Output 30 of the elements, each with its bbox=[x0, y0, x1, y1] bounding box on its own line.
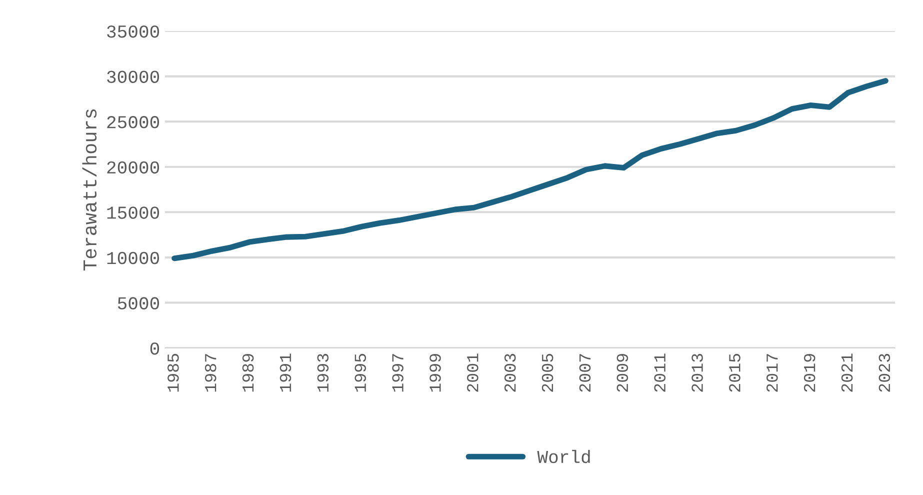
x-tick-label: 2011 bbox=[654, 354, 666, 392]
x-tick-label: 2017 bbox=[766, 354, 778, 392]
x-tick-label: 2003 bbox=[504, 354, 516, 392]
x-tick-label: 2009 bbox=[616, 354, 628, 392]
x-tick-label: 2021 bbox=[841, 354, 853, 392]
x-tick-label: 2007 bbox=[579, 354, 591, 392]
x-tick-label: 1999 bbox=[430, 354, 441, 392]
legend-label: World bbox=[537, 450, 590, 464]
y-tick-label: 25000 bbox=[107, 116, 160, 128]
y-tick-label: 20000 bbox=[107, 161, 160, 174]
x-tick-label: 2001 bbox=[467, 354, 478, 392]
x-tick-label: 2019 bbox=[804, 354, 816, 392]
y-tick-label: 15000 bbox=[107, 206, 160, 219]
x-tick-label: 1997 bbox=[392, 354, 404, 392]
x-tick-label: 2015 bbox=[729, 354, 740, 392]
x-tick-label: 1991 bbox=[280, 354, 292, 392]
x-tick-label: 2005 bbox=[542, 354, 554, 392]
x-tick-label: 1995 bbox=[354, 354, 366, 392]
y-tick-label: 5000 bbox=[118, 297, 160, 310]
x-tick-label: 2023 bbox=[878, 354, 890, 392]
y-tick-label: 10000 bbox=[107, 252, 160, 264]
x-tick-label: 2013 bbox=[692, 354, 703, 392]
y-axis-title: Terawatt/hours bbox=[82, 109, 97, 270]
x-tick-label: 1985 bbox=[168, 354, 179, 392]
x-tick-label: 1989 bbox=[242, 354, 254, 392]
x-tick-label: 1993 bbox=[317, 354, 329, 392]
y-tick-label: 35000 bbox=[107, 25, 160, 38]
y-tick-label: 30000 bbox=[107, 70, 160, 84]
y-tick-label: 0 bbox=[150, 342, 160, 355]
x-tick-label: 1987 bbox=[204, 354, 216, 392]
